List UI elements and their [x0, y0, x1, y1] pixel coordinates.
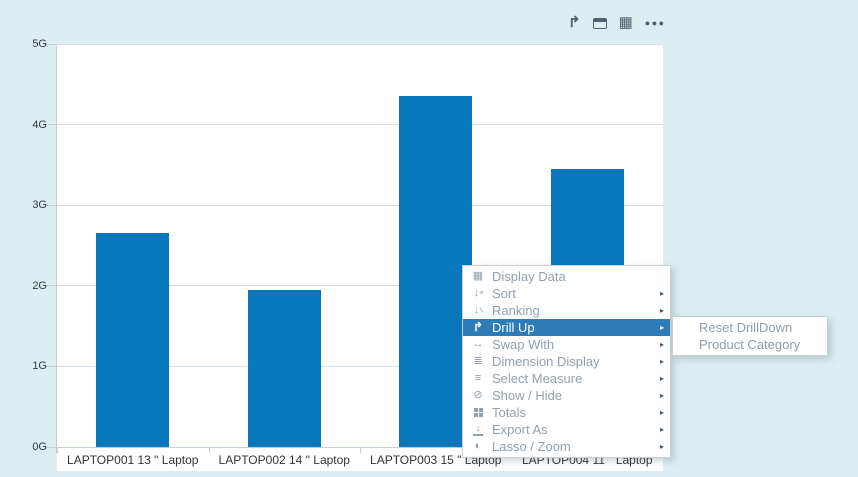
submenu-arrow-icon: ▸	[659, 357, 664, 366]
gridline	[57, 43, 663, 45]
menu-item-label: Ranking	[492, 303, 540, 318]
chart-toolbar: ↱ ▦ ●●●	[568, 14, 666, 32]
bar-chart: LAPTOP001 13 " Laptop LAPTOP002 14 " Lapt…	[32, 38, 663, 471]
y-tick	[45, 365, 57, 367]
menu-item-label: Sort	[492, 286, 516, 301]
menu-item-label: Totals	[492, 405, 526, 420]
submenu-arrow-icon: ▸	[659, 323, 664, 332]
menu-item-export-as[interactable]: Export As ▸	[463, 421, 670, 438]
table-view-icon[interactable]: ▦	[618, 14, 633, 31]
bar-laptop001-13-laptop[interactable]	[96, 233, 170, 447]
bar-laptop003-15-laptop[interactable]	[399, 96, 473, 447]
sort-icon: ↓ ≡	[473, 287, 484, 299]
x-tick	[208, 448, 210, 453]
x-axis-label: LAPTOP002 14 " Laptop	[218, 453, 350, 467]
menu-item-swap-with[interactable]: ↔ Swap With ▸	[463, 336, 670, 353]
y-tick-label: 1G	[32, 360, 47, 373]
menu-item-label: Drill Up	[492, 320, 535, 335]
menu-item-lasso-zoom[interactable]: ◐ Lasso / Zoom ▸	[463, 438, 670, 455]
x-axis-label: LAPTOP001 13 " Laptop	[67, 453, 199, 467]
menu-item-label: Dimension Display	[492, 354, 600, 369]
drill-up-icon: ↱	[472, 320, 484, 334]
totals-icon	[470, 407, 486, 418]
y-tick	[45, 204, 57, 206]
x-axis-line	[57, 447, 663, 448]
submenu-arrow-icon: ▸	[659, 391, 664, 400]
menu-item-display-data[interactable]: ▦ Display Data	[463, 268, 670, 285]
export-icon-shape	[472, 424, 484, 436]
window-icon[interactable]	[592, 17, 607, 29]
y-tick-label: 0G	[32, 441, 47, 453]
menu-item-show-hide[interactable]: ⊘ Show / Hide ▸	[463, 387, 670, 404]
more-options-icon[interactable]: ●●●	[644, 18, 666, 28]
ranking-icon: ↓ ¹₉	[473, 304, 484, 316]
menu-item-select-measure[interactable]: ≡ Select Measure ▸	[463, 370, 670, 387]
context-menu: ▦ Display Data ↓ ≡ Sort ▸ ↓ ¹₉ Ranking ▸ ↱ Drill Up…	[462, 265, 671, 458]
menu-item-sort[interactable]: ↓ ≡ Sort ▸	[463, 285, 670, 302]
menu-item-totals[interactable]: Totals ▸	[463, 404, 670, 421]
x-axis-labels: LAPTOP001 13 " Laptop LAPTOP002 14 " Lapt…	[57, 453, 663, 467]
dimension-display-icon: ≣	[473, 355, 483, 367]
display-data-icon: ▦	[472, 270, 484, 282]
submenu-arrow-icon: ▸	[659, 374, 664, 383]
window-icon-shape	[592, 17, 607, 29]
y-tick-label: 2G	[32, 279, 47, 292]
select-measure-icon: ≡	[474, 372, 482, 384]
export-icon	[470, 424, 486, 436]
lasso-zoom-icon: ◐	[474, 440, 482, 452]
gridline	[57, 365, 663, 367]
swap-icon: ↔	[472, 338, 484, 350]
y-tick	[45, 446, 57, 448]
y-axis-line	[56, 44, 57, 453]
menu-item-label: Show / Hide	[492, 388, 563, 403]
submenu-arrow-icon: ▸	[659, 340, 664, 349]
x-tick	[360, 448, 361, 453]
y-tick	[45, 285, 57, 287]
show-hide-icon: ⊘	[473, 389, 483, 401]
submenu-arrow-icon: ▸	[659, 442, 664, 451]
menu-item-ranking[interactable]: ↓ ¹₉ Ranking ▸	[463, 302, 670, 319]
gridline	[57, 124, 663, 126]
submenu-arrow-icon: ▸	[659, 408, 664, 417]
y-tick	[45, 124, 57, 126]
bar-laptop002-14-laptop[interactable]	[247, 289, 321, 447]
gridline	[57, 204, 663, 206]
submenu-item-product-category[interactable]: Product Category	[699, 337, 801, 352]
menu-item-drill-up[interactable]: ↱ Drill Up ▸	[463, 319, 670, 336]
submenu-arrow-icon: ▸	[659, 289, 664, 298]
menu-item-dimension-display[interactable]: ≣ Dimension Display ▸	[463, 353, 670, 370]
gridline	[57, 285, 663, 287]
menu-item-label: Display Data	[492, 269, 566, 284]
drill-up-icon[interactable]: ↱	[568, 14, 581, 31]
submenu-item-reset-drilldown[interactable]: Reset DrillDown	[699, 320, 793, 335]
x-tick	[57, 448, 58, 453]
totals-icon-shape	[473, 407, 484, 418]
menu-item-label: Select Measure	[492, 371, 583, 386]
submenu-arrow-icon: ▸	[659, 425, 664, 434]
menu-item-label: Swap With	[492, 337, 555, 352]
submenu-arrow-icon: ▸	[659, 306, 664, 315]
y-tick-label: 4G	[32, 118, 47, 131]
menu-item-label: Export As	[492, 422, 548, 437]
y-tick	[45, 43, 57, 45]
menu-item-label: Lasso / Zoom	[492, 439, 571, 454]
drill-up-submenu: Reset DrillDown Product Category	[672, 316, 828, 356]
y-tick-label: 5G	[32, 38, 47, 50]
y-tick-label: 3G	[32, 199, 47, 212]
